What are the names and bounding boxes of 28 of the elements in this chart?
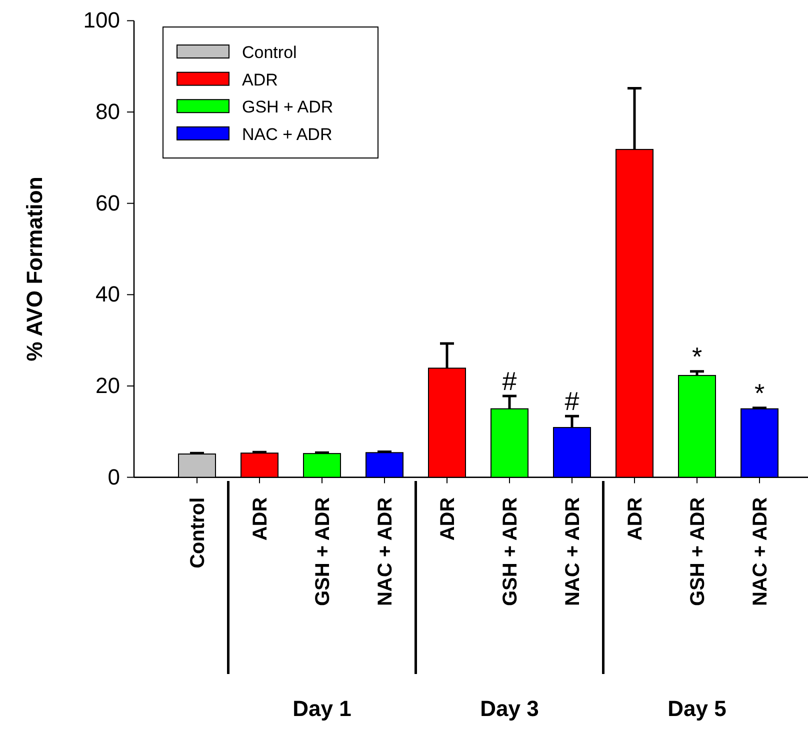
x-tick-label: GSH + ADR <box>500 496 522 606</box>
text: Day 1 <box>292 696 352 721</box>
x-tick-label: ADR <box>250 496 272 541</box>
x-tick-label: GSH + ADR <box>687 496 709 606</box>
x-tick-label: NAC + ADR <box>562 496 584 606</box>
legend-label: NAC + ADR <box>242 124 332 144</box>
y-tick-label: 40 <box>96 282 120 307</box>
y-tick-label: 60 <box>96 190 120 216</box>
x-tick-label: NAC + ADR <box>374 496 396 606</box>
x-tick-label: ADR <box>624 496 646 541</box>
legend-label: ADR <box>242 70 278 90</box>
text: Day 5 <box>668 696 726 721</box>
y-tick-label: 0 <box>108 464 120 490</box>
y-tick-label: 80 <box>96 99 120 124</box>
y-tick-label: 100 <box>83 8 120 33</box>
data-label: * <box>754 378 765 408</box>
text: Day 3 <box>480 696 539 721</box>
x-tick-label: Control <box>187 497 209 568</box>
data-label: # <box>564 386 580 416</box>
x-tick-label: ADR <box>437 496 459 541</box>
data-label: * <box>692 341 702 372</box>
x-tick-label: NAC + ADR <box>750 496 772 606</box>
data-label: # <box>502 366 518 396</box>
y-tick-label: 20 <box>96 373 120 398</box>
legend-label: Control <box>242 42 297 62</box>
x-tick-label: GSH + ADR <box>312 496 334 606</box>
legend-label: GSH + ADR <box>242 98 334 117</box>
y-axis-title: % AVO Formation <box>22 176 47 362</box>
